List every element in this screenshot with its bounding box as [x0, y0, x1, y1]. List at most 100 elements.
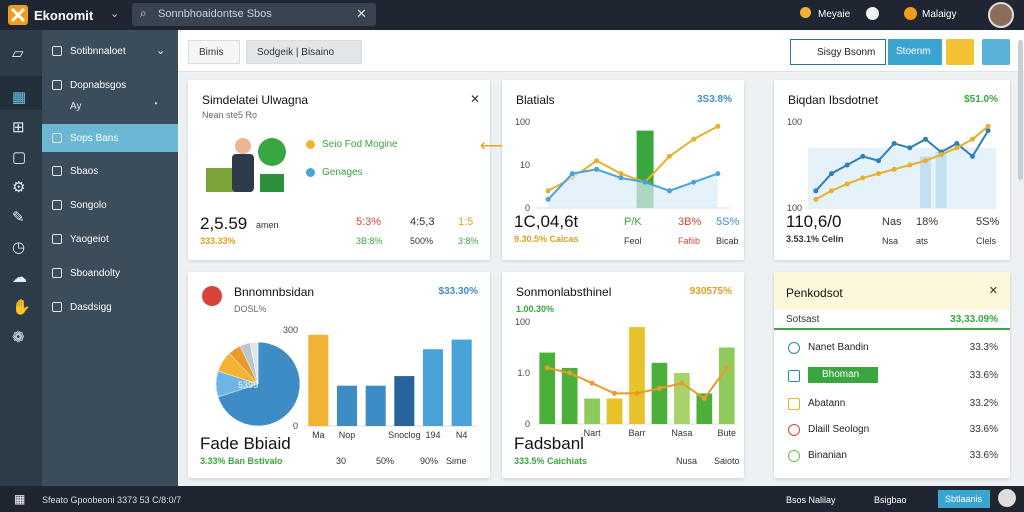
y-label: 1.0	[517, 368, 530, 378]
y-label: 100	[515, 117, 530, 127]
user1[interactable]: Meyaie	[818, 9, 851, 20]
nav-item[interactable]: Sops Bans	[70, 133, 119, 144]
stat: 4:5,3	[410, 216, 435, 228]
big-sub: 3.33% Ban Bstivalo	[200, 456, 283, 466]
footer	[0, 486, 1024, 512]
crate	[206, 168, 236, 192]
user2-icon[interactable]	[904, 7, 917, 20]
notify-icon[interactable]	[866, 7, 879, 20]
big-number: Fadsbanl	[514, 434, 584, 453]
point	[618, 171, 624, 177]
stat: 5:3%	[356, 216, 382, 228]
nav-sub[interactable]: Ay	[70, 101, 82, 112]
rail-icon[interactable]: ☁	[12, 269, 27, 286]
footer-link[interactable]: Bsigbao	[874, 495, 907, 505]
nav-icon	[52, 302, 62, 312]
rail-icon[interactable]: ⊞	[12, 119, 25, 136]
nav-item[interactable]: Sboandolty	[70, 268, 121, 279]
nav-icon	[52, 166, 62, 176]
nav-item[interactable]: Songolo	[70, 200, 107, 211]
row-icon	[788, 342, 800, 354]
rail-icon[interactable]: ✋	[12, 299, 31, 316]
point	[715, 171, 721, 177]
nav-item[interactable]: Dasdsigg	[70, 302, 112, 313]
rail-icon[interactable]: ▦	[12, 89, 27, 106]
user-icon[interactable]	[800, 7, 811, 18]
rail-icon[interactable]: ⚙	[12, 179, 26, 196]
subtitle: 1.00.30%	[516, 304, 555, 314]
footer-avatar[interactable]	[998, 489, 1016, 507]
rail-icon[interactable]: ▢	[12, 149, 27, 166]
box	[260, 174, 284, 192]
point	[642, 179, 648, 185]
footer-button[interactable]: Sbtlaanis	[938, 490, 990, 508]
user2[interactable]: Malaigy	[922, 9, 957, 20]
nav-icon	[52, 268, 62, 278]
point	[954, 145, 960, 151]
graphic: 5395	[215, 341, 301, 427]
icon-button[interactable]	[982, 39, 1010, 65]
y-label: 100	[515, 317, 530, 327]
rail-icon[interactable]: ❁	[12, 329, 25, 346]
avatar[interactable]	[988, 2, 1014, 28]
graphic: Nart Barr Nasa Bute 100 1.0 0	[515, 317, 738, 438]
close[interactable]: ✕	[988, 285, 998, 297]
rail-icon[interactable]: ◷	[12, 239, 26, 256]
chevron: ⌄	[110, 8, 120, 20]
big-sub: 333.33%	[200, 236, 236, 246]
tab[interactable]: Bimis	[188, 40, 240, 64]
toolbar-input[interactable]: Sisgy Bsonm	[790, 39, 886, 65]
badge: 3S3.8%	[696, 94, 732, 105]
point	[666, 188, 672, 194]
icon-button[interactable]	[946, 39, 974, 65]
point	[701, 396, 707, 401]
bar	[394, 376, 415, 426]
footer-icon[interactable]: ▦	[14, 492, 26, 506]
card-title: Bnnomnbsidan	[234, 285, 315, 299]
row-icon	[788, 424, 800, 436]
big-number: Fade Bbiaid	[200, 434, 291, 453]
toolbar-button[interactable]: Stoenm	[888, 39, 942, 65]
big-sub: 3.53.1% Celin	[786, 234, 844, 244]
stat: 5S%	[716, 216, 740, 228]
search-box[interactable]	[132, 3, 376, 26]
point	[829, 188, 834, 194]
bar	[539, 352, 556, 424]
big-number: 110,6/0	[786, 212, 842, 231]
card-title: Blatials	[516, 93, 555, 107]
point	[813, 196, 819, 202]
point	[544, 365, 550, 371]
nav-item[interactable]: Sotibnnaloet	[70, 46, 126, 57]
point	[970, 136, 975, 142]
tab[interactable]: Sodgeik | Bisaino	[246, 40, 362, 64]
nav-sub-icon: ◔	[152, 99, 159, 110]
close[interactable]: ✕	[469, 92, 480, 106]
app-name[interactable]: Ekonomit	[34, 8, 94, 23]
card-title: Penkodsot	[786, 286, 843, 300]
rail-icon[interactable]: ✎	[12, 209, 25, 226]
stat: Nusa	[676, 456, 698, 466]
stat: 30	[336, 456, 347, 466]
graphic: Ma Nop Snoclog 194 N4 300 0	[283, 325, 476, 440]
card-title: Simdelatei Ulwagna	[202, 93, 309, 107]
card: Sonmonlabsthinel 930575% 1.00.30% Nart Barr N…	[502, 272, 744, 478]
y-label: 300	[283, 325, 298, 335]
nav-item[interactable]: Yaogeiot	[70, 234, 109, 245]
pie-label: 5395	[238, 380, 258, 390]
search-clear[interactable]: ✕	[356, 6, 367, 21]
point	[844, 181, 850, 187]
row-label: Binanian	[808, 450, 847, 461]
bar	[920, 156, 931, 208]
nav-active	[42, 124, 178, 152]
stat: 3B%	[678, 216, 702, 228]
rail-icon[interactable]: ▱	[12, 45, 24, 62]
footer-link[interactable]: Bsos Nalilay	[786, 495, 836, 505]
bar	[561, 367, 578, 424]
bar	[696, 393, 713, 424]
point	[612, 390, 618, 396]
nav-item[interactable]: Dopnabsgos	[70, 80, 127, 91]
point	[907, 162, 913, 168]
point	[985, 128, 991, 134]
nav-item[interactable]: Sbaos	[70, 166, 99, 177]
row-label[interactable]: Bhoman	[808, 367, 878, 383]
